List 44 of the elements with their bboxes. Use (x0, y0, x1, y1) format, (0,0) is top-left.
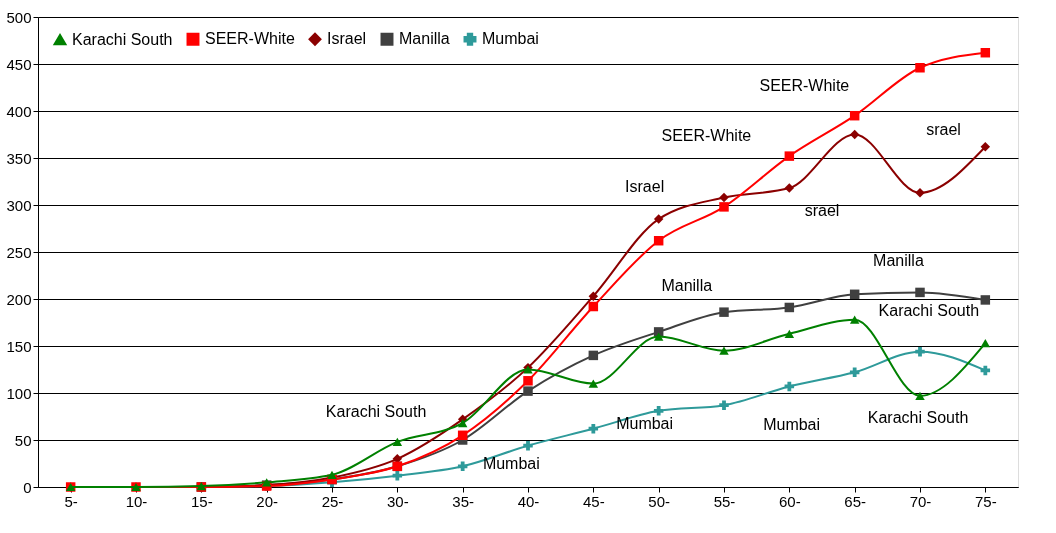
legend-label: Manilla (399, 30, 450, 48)
x-tick-label: 65- (844, 492, 867, 510)
y-tick-label: 300 (6, 196, 32, 214)
annotation: Manilla (661, 276, 713, 294)
annotation: srael (804, 202, 840, 220)
annotation: Mumbai (482, 454, 540, 472)
x-tick-label: 25- (321, 492, 344, 510)
y-tick-label: 0 (23, 478, 32, 496)
x-tick-label: 15- (190, 492, 213, 510)
x-tick-label: 10- (125, 492, 148, 510)
x-tick-label: 5- (64, 492, 78, 510)
y-tick-label: 400 (6, 102, 32, 120)
annotation: Karachi South (878, 302, 980, 320)
x-tick-label: 70- (909, 492, 932, 510)
annotation: Karachi South (867, 409, 969, 427)
y-tick-label: 350 (6, 149, 32, 167)
annotation: Mumbai (763, 415, 821, 433)
legend-label: Israel (327, 30, 367, 48)
x-tick-label: 20- (256, 492, 279, 510)
annotation: Mumbai (616, 415, 674, 433)
annotation: Israel (625, 177, 665, 195)
y-tick-label: 150 (6, 337, 32, 355)
annotation: Karachi South (325, 403, 427, 421)
y-tick-label: 450 (6, 55, 32, 73)
x-tick-label: 50- (648, 492, 671, 510)
x-tick-label: 40- (517, 492, 540, 510)
annotation: SEER-White (661, 126, 752, 144)
legend-label: Mumbai (482, 30, 539, 48)
annotation: srael (926, 120, 961, 138)
x-tick-label: 55- (713, 492, 736, 510)
y-tick-label: 500 (6, 8, 32, 26)
annotation: SEER-White (759, 76, 850, 94)
x-tick-label: 60- (778, 492, 801, 510)
x-tick-label: 30- (386, 492, 409, 510)
y-tick-label: 50 (14, 431, 32, 449)
annotation: Manilla (873, 252, 924, 270)
x-tick-label: 75- (974, 492, 997, 510)
legend-label: Karachi South (72, 30, 173, 48)
x-tick-label: 35- (452, 492, 475, 510)
y-tick-label: 200 (6, 290, 32, 308)
y-tick-label: 250 (6, 243, 32, 261)
x-tick-label: 45- (582, 492, 605, 510)
legend-label: SEER-White (205, 30, 295, 48)
y-tick-label: 100 (6, 384, 32, 402)
